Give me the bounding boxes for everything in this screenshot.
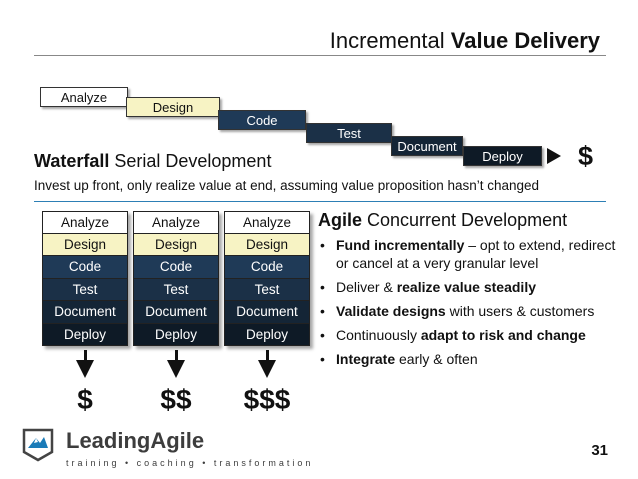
agile-heading-rest: Concurrent Development [362,210,568,230]
agile-cell-design: Design [133,233,219,256]
down-arrow-icon [258,360,276,378]
bullet-dot-icon: • [320,303,325,319]
agile-stack-3: Analyze Design Code Test Document Deploy [224,211,310,346]
waterfall-description: Invest up front, only realize value at e… [34,178,540,193]
waterfall-arrow-icon [547,148,561,164]
waterfall-step-code: Code [218,110,306,130]
slide-title: Incremental Value Delivery [330,28,600,54]
agile-stack-1: Analyze Design Code Test Document Deploy [42,211,128,346]
agile-cell-document: Document [42,301,128,324]
bullet-dot-icon: • [320,237,325,253]
waterfall-step-design: Design [126,97,220,117]
agile-cell-deploy: Deploy [42,323,128,346]
agile-cell-test: Test [42,278,128,301]
waterfall-step-document: Document [391,136,463,156]
logo-tagline: training • coaching • transformation [66,458,314,468]
bullet-text: with users & customers [445,303,595,319]
bullet-text: Continuously [336,327,421,343]
agile-stack-2: Analyze Design Code Test Document Deploy [133,211,219,346]
bullet-emphasis: Validate designs [336,303,446,319]
down-arrow-icon [167,360,185,378]
agile-cell-design: Design [224,233,310,256]
bullet-text: Deliver & [336,279,397,295]
agile-cell-code: Code [224,256,310,279]
waterfall-step-deploy: Deploy [463,146,542,166]
slide-title-bold: Value Delivery [450,28,600,53]
leadingagile-logo-icon [22,428,54,462]
agile-bullet: • Integrate early & often [318,350,618,368]
bullet-text: early & often [395,351,478,367]
bullet-dot-icon: • [320,279,325,295]
bullet-emphasis: adapt to risk and change [420,327,586,343]
agile-cell-analyze: Analyze [224,211,310,234]
agile-bullet-list: • Fund incrementally – opt to extend, red… [318,236,618,374]
waterfall-heading-rest: Serial Development [109,151,272,171]
down-arrow-icon [76,360,94,378]
bullet-dot-icon: • [320,327,325,343]
down-arrow-stem [174,350,178,360]
agile-cell-deploy: Deploy [133,323,219,346]
logo-name: LeadingAgile [66,428,205,453]
section-separator [34,201,606,202]
waterfall-heading-bold: Waterfall [34,151,110,171]
waterfall-step-test: Test [306,123,392,143]
agile-cell-test: Test [133,278,219,301]
agile-cell-document: Document [133,301,219,324]
agile-cell-design: Design [42,233,128,256]
agile-cell-code: Code [133,256,219,279]
agile-bullet: • Fund incrementally – opt to extend, red… [318,236,618,272]
agile-heading: Agile Concurrent Development [318,210,567,231]
bullet-emphasis: realize value steadily [396,279,536,295]
down-arrow-stem [265,350,269,360]
agile-cell-test: Test [224,278,310,301]
page-number: 31 [591,442,608,459]
bullet-dot-icon: • [320,351,325,367]
agile-bullet: • Validate designs with users & customers [318,302,618,320]
title-divider [34,55,606,56]
down-arrow-stem [83,350,87,360]
waterfall-step-analyze: Analyze [40,87,128,107]
slide-title-prefix: Incremental [329,28,451,53]
agile-result-dollar: $$$ [243,384,291,415]
waterfall-heading: Waterfall Serial Development [34,151,271,172]
agile-cell-deploy: Deploy [224,323,310,346]
agile-result-dollar: $$ [160,384,192,415]
waterfall-result-dollar: $ [578,141,594,171]
agile-bullet: • Deliver & realize value steadily [318,278,618,296]
agile-cell-analyze: Analyze [133,211,219,234]
bullet-emphasis: Fund incrementally [336,237,465,253]
agile-cell-analyze: Analyze [42,211,128,234]
agile-cell-code: Code [42,256,128,279]
agile-result-dollar: $ [77,384,93,415]
bullet-text: – opt to extend, redirect or cancel at a… [336,237,616,271]
bullet-emphasis: Integrate [336,351,396,367]
agile-heading-bold: Agile [318,210,363,230]
agile-bullet: • Continuously adapt to risk and change [318,326,618,344]
agile-cell-document: Document [224,301,310,324]
